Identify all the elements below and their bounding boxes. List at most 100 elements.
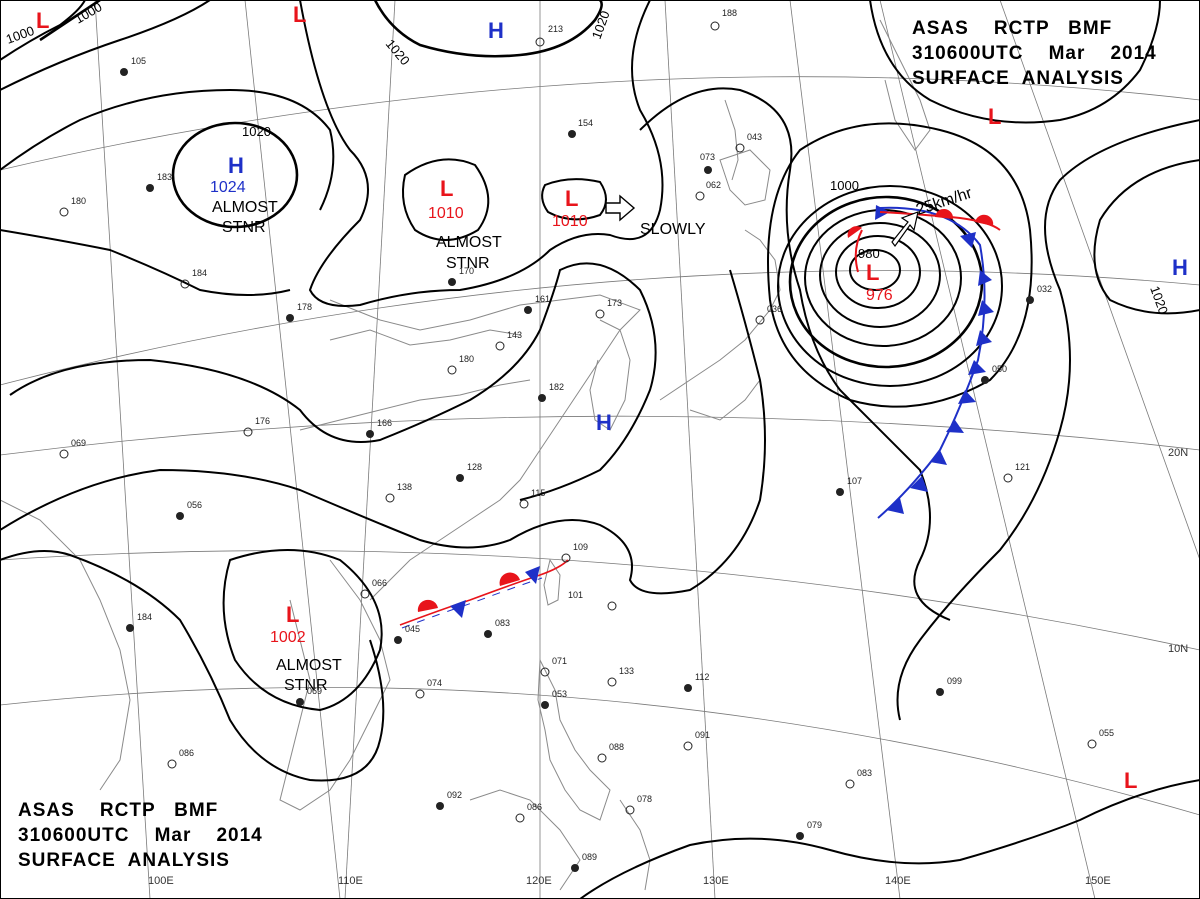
low-symbol: L [293, 2, 306, 27]
river-huang [329, 329, 521, 346]
low-1010a-note-2: STNR [446, 255, 490, 272]
isobar-1020-top [373, 0, 603, 58]
svg-text:032: 032 [1037, 284, 1052, 294]
svg-text:083: 083 [857, 768, 872, 778]
isobar-label: 1000 [830, 178, 859, 193]
isobar-1016-top [299, 0, 664, 307]
low-976-value: 976 [866, 287, 893, 304]
svg-text:107: 107 [847, 476, 862, 486]
header-line-2: 310600UTC Mar 2014 [912, 43, 1157, 64]
header-line-1: ASAS RCTP BMF [18, 800, 219, 821]
svg-text:083: 083 [495, 618, 510, 628]
grid-labels: 100E 110E 120E 130E 140E 150E 20N 10N [148, 447, 1188, 887]
isobar-left-a [0, 229, 291, 296]
svg-text:074: 074 [427, 678, 442, 688]
svg-text:050: 050 [992, 364, 1007, 374]
occluded-front [854, 229, 863, 273]
low-symbol: L [286, 602, 299, 627]
svg-text:053: 053 [552, 689, 567, 699]
svg-text:109: 109 [573, 542, 588, 552]
high-1024-note-2: STNR [222, 219, 266, 236]
pressure-systems: H 1024 ALMOST STNR L 1010 ALMOST STNR L … [36, 2, 1188, 793]
isobar-low976-6 [777, 185, 1003, 387]
warm-front-bumps [847, 208, 994, 238]
lat-line-10n [0, 550, 1200, 651]
low-symbol: L [565, 186, 578, 211]
svg-text:128: 128 [467, 462, 482, 472]
lon-line-130e [664, 0, 716, 899]
svg-text:173: 173 [607, 298, 622, 308]
svg-text:045: 045 [405, 624, 420, 634]
lon-line-110e [244, 0, 341, 899]
lon-label-130e: 130E [703, 875, 729, 887]
lat-label-10n: 10N [1168, 643, 1188, 655]
isobar-1016-large [9, 262, 657, 501]
svg-text:086: 086 [527, 802, 542, 812]
low-1010b-value: 1010 [552, 213, 588, 230]
coast-korea [589, 319, 631, 431]
lon-line-110e-b [344, 0, 396, 899]
header-line-2: 310600UTC Mar 2014 [18, 825, 263, 846]
svg-text:121: 121 [1015, 462, 1030, 472]
lat-label-20n: 20N [1168, 447, 1188, 459]
svg-text:133: 133 [619, 666, 634, 676]
svg-text:183: 183 [157, 172, 172, 182]
lon-line-150e [879, 0, 1096, 899]
svg-text:056: 056 [187, 500, 202, 510]
high-1024-note-1: ALMOST [212, 199, 278, 216]
svg-text:178: 178 [297, 302, 312, 312]
isobar-ne-a [869, 0, 1161, 124]
header-line-3: SURFACE ANALYSIS [18, 850, 230, 871]
stationary-front-line-blue [401, 577, 543, 629]
isobar-low-1002-ring [222, 549, 383, 712]
svg-text:092: 092 [447, 790, 462, 800]
isobar-right-high [1093, 159, 1200, 315]
isobar-south-b [579, 779, 1200, 899]
low976-motion-arrow [891, 211, 919, 248]
lon-label-120e: 120E [526, 875, 552, 887]
isobar-low976-3 [819, 222, 941, 328]
svg-text:069: 069 [71, 438, 86, 448]
svg-text:078: 078 [637, 794, 652, 804]
isobar-topleft-b [0, 0, 86, 61]
svg-text:154: 154 [578, 118, 593, 128]
svg-text:161: 161 [535, 294, 550, 304]
cold-front-triangles [875, 205, 994, 514]
lon-label-110e: 110E [338, 875, 363, 887]
svg-text:066: 066 [372, 578, 387, 588]
isobar-1016-topleft [0, 88, 335, 211]
lon-label-150e: 150E [1085, 875, 1111, 887]
svg-text:091: 091 [695, 730, 710, 740]
isobar-low976-2 [835, 235, 921, 309]
low-1002-value: 1002 [270, 629, 306, 646]
lon-line-140e [789, 0, 901, 899]
isobar-low976-1 [849, 249, 901, 291]
high-symbol: H [488, 18, 504, 43]
svg-text:138: 138 [397, 482, 412, 492]
coast-taiwan [543, 558, 561, 606]
high-1024-value: 1024 [210, 179, 246, 196]
svg-text:184: 184 [192, 268, 207, 278]
isobar-label: 980 [858, 246, 880, 261]
low-1002-note-1: ALMOST [276, 657, 342, 674]
coast-philippines [537, 658, 611, 821]
lon-line-160e [999, 0, 1200, 561]
svg-text:069: 069 [307, 686, 322, 696]
svg-text:112: 112 [695, 672, 709, 682]
coast-hokkaido [719, 149, 771, 206]
lon-label-140e: 140E [885, 875, 911, 887]
isobar-1012-b [639, 87, 951, 621]
low-symbol: L [36, 8, 49, 33]
svg-text:043: 043 [747, 132, 762, 142]
header-line-1: ASAS RCTP BMF [912, 18, 1113, 39]
isobar-ne-b [896, 119, 1200, 721]
svg-text:105: 105 [131, 56, 146, 66]
svg-text:086: 086 [179, 748, 194, 758]
svg-text:143: 143 [507, 330, 522, 340]
chart-header-top-right: ASAS RCTP BMF 310600UTC Mar 2014 SURFACE… [912, 16, 1157, 91]
coast-china [329, 294, 641, 601]
low-symbol: L [1124, 768, 1137, 793]
